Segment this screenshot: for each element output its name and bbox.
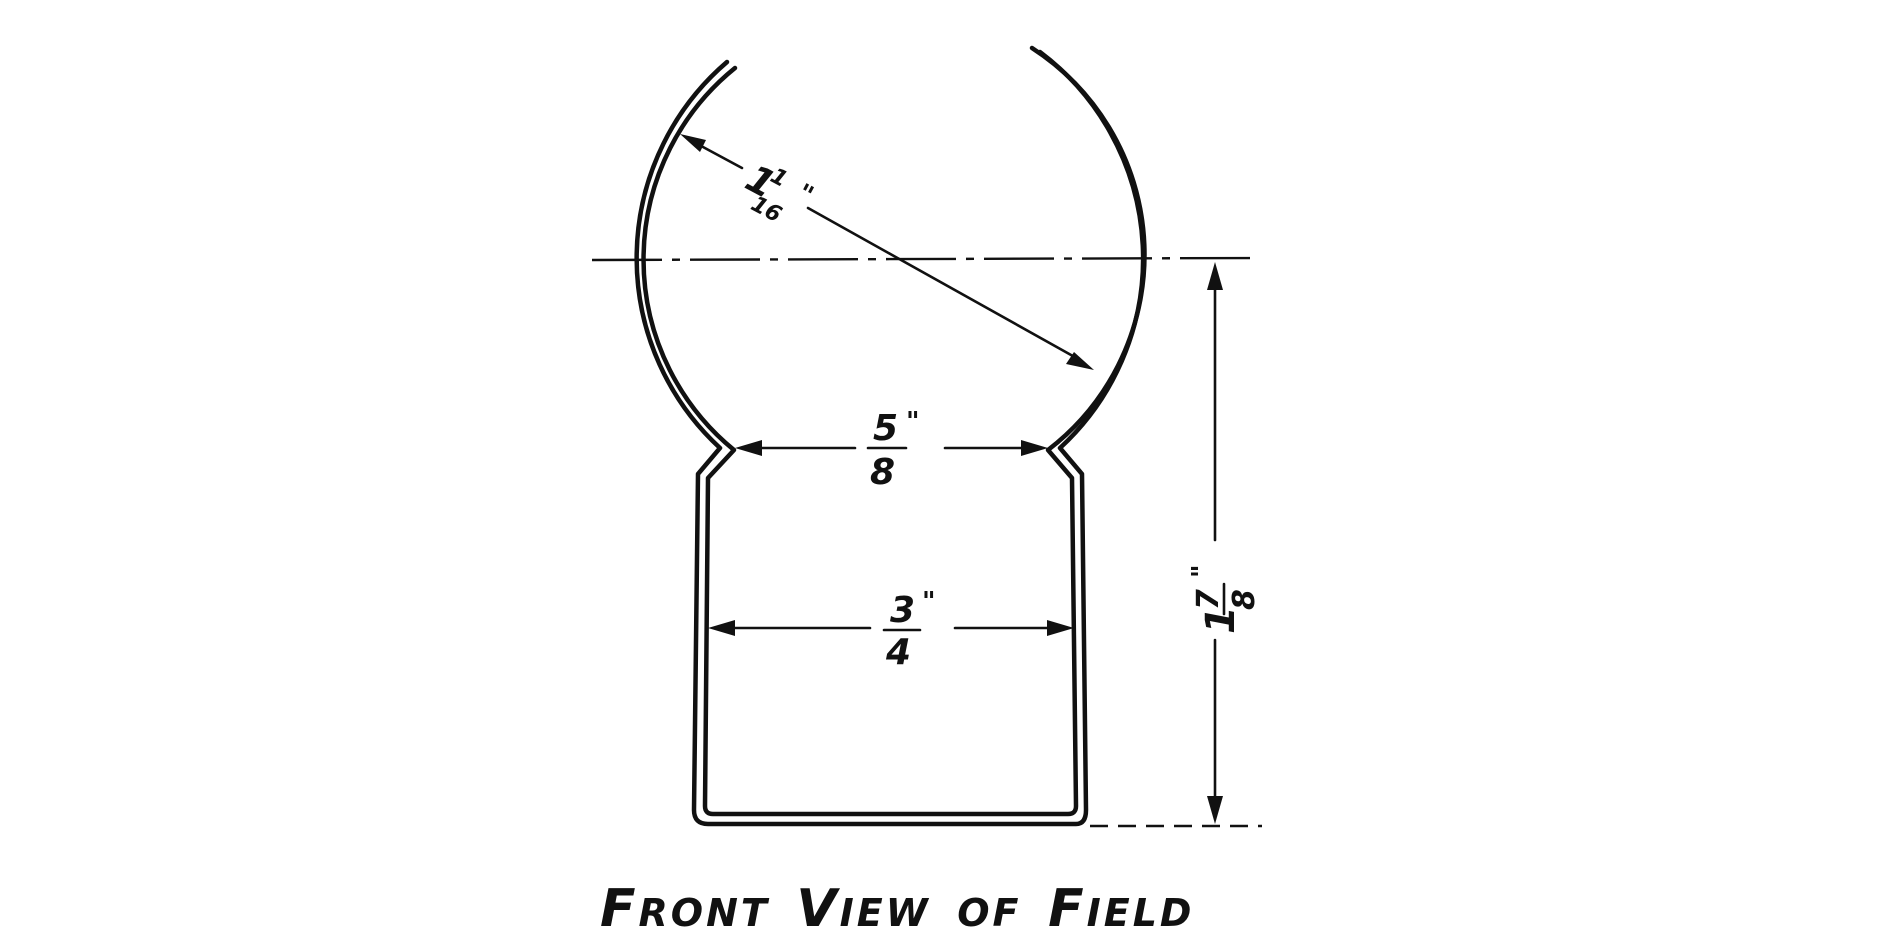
neck-arrow-left	[735, 440, 762, 456]
caption-word-of: OF	[957, 891, 1021, 935]
radius-arrow-lower	[1066, 352, 1094, 370]
neck-numerator: 5	[873, 408, 898, 449]
caption-word-front-rest: RONT	[639, 891, 770, 935]
horizontal-centerline	[591, 256, 1256, 262]
caption-word-view-initial: V	[796, 879, 840, 936]
neck-denominator: 8	[870, 452, 895, 493]
neck-arrow-right	[1021, 440, 1048, 456]
radius-leader-lower	[806, 206, 1082, 362]
neck-inch-mark: "	[906, 407, 920, 437]
height-arrow-bottom	[1207, 796, 1223, 824]
field-outline-inner	[641, 45, 1147, 817]
neck-dimension: 5 8 "	[735, 407, 1048, 493]
radius-dimension: 1 1 16 "	[680, 134, 1094, 370]
height-arrow-top	[1207, 262, 1223, 290]
body-numerator: 3	[890, 590, 915, 631]
height-numerator: 7	[1191, 589, 1226, 610]
height-whole: 1	[1198, 606, 1244, 634]
field-outline	[634, 45, 1147, 827]
height-inch-mark: "	[1187, 564, 1217, 578]
body-dimension: 3 4 "	[708, 587, 1074, 673]
figure-caption: FRONT VIEW OF FIELD	[600, 879, 1194, 936]
height-label-rotated: 1 7 8 "	[1187, 564, 1262, 634]
radius-arrow-upper	[680, 134, 706, 152]
height-denominator: 8	[1227, 589, 1262, 610]
radius-inch-mark: "	[792, 178, 818, 211]
caption-word-field-rest: IELD	[1087, 891, 1195, 935]
caption-word-front-initial: F	[600, 879, 639, 936]
caption-word-view-rest: IEW	[840, 891, 931, 935]
body-denominator: 4	[885, 632, 911, 673]
height-dimension: 1 7 8 "	[1090, 262, 1262, 828]
body-arrow-right	[1047, 620, 1074, 636]
caption-word-field-initial: F	[1048, 879, 1087, 936]
body-arrow-left	[708, 620, 735, 636]
body-inch-mark: "	[922, 587, 936, 617]
